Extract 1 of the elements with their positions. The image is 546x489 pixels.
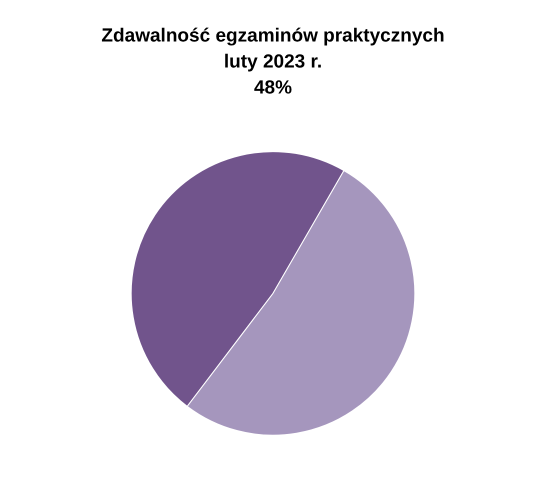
chart-title: Zdawalność egzaminów praktycznych luty 2023 r. 48% [101, 26, 445, 98]
